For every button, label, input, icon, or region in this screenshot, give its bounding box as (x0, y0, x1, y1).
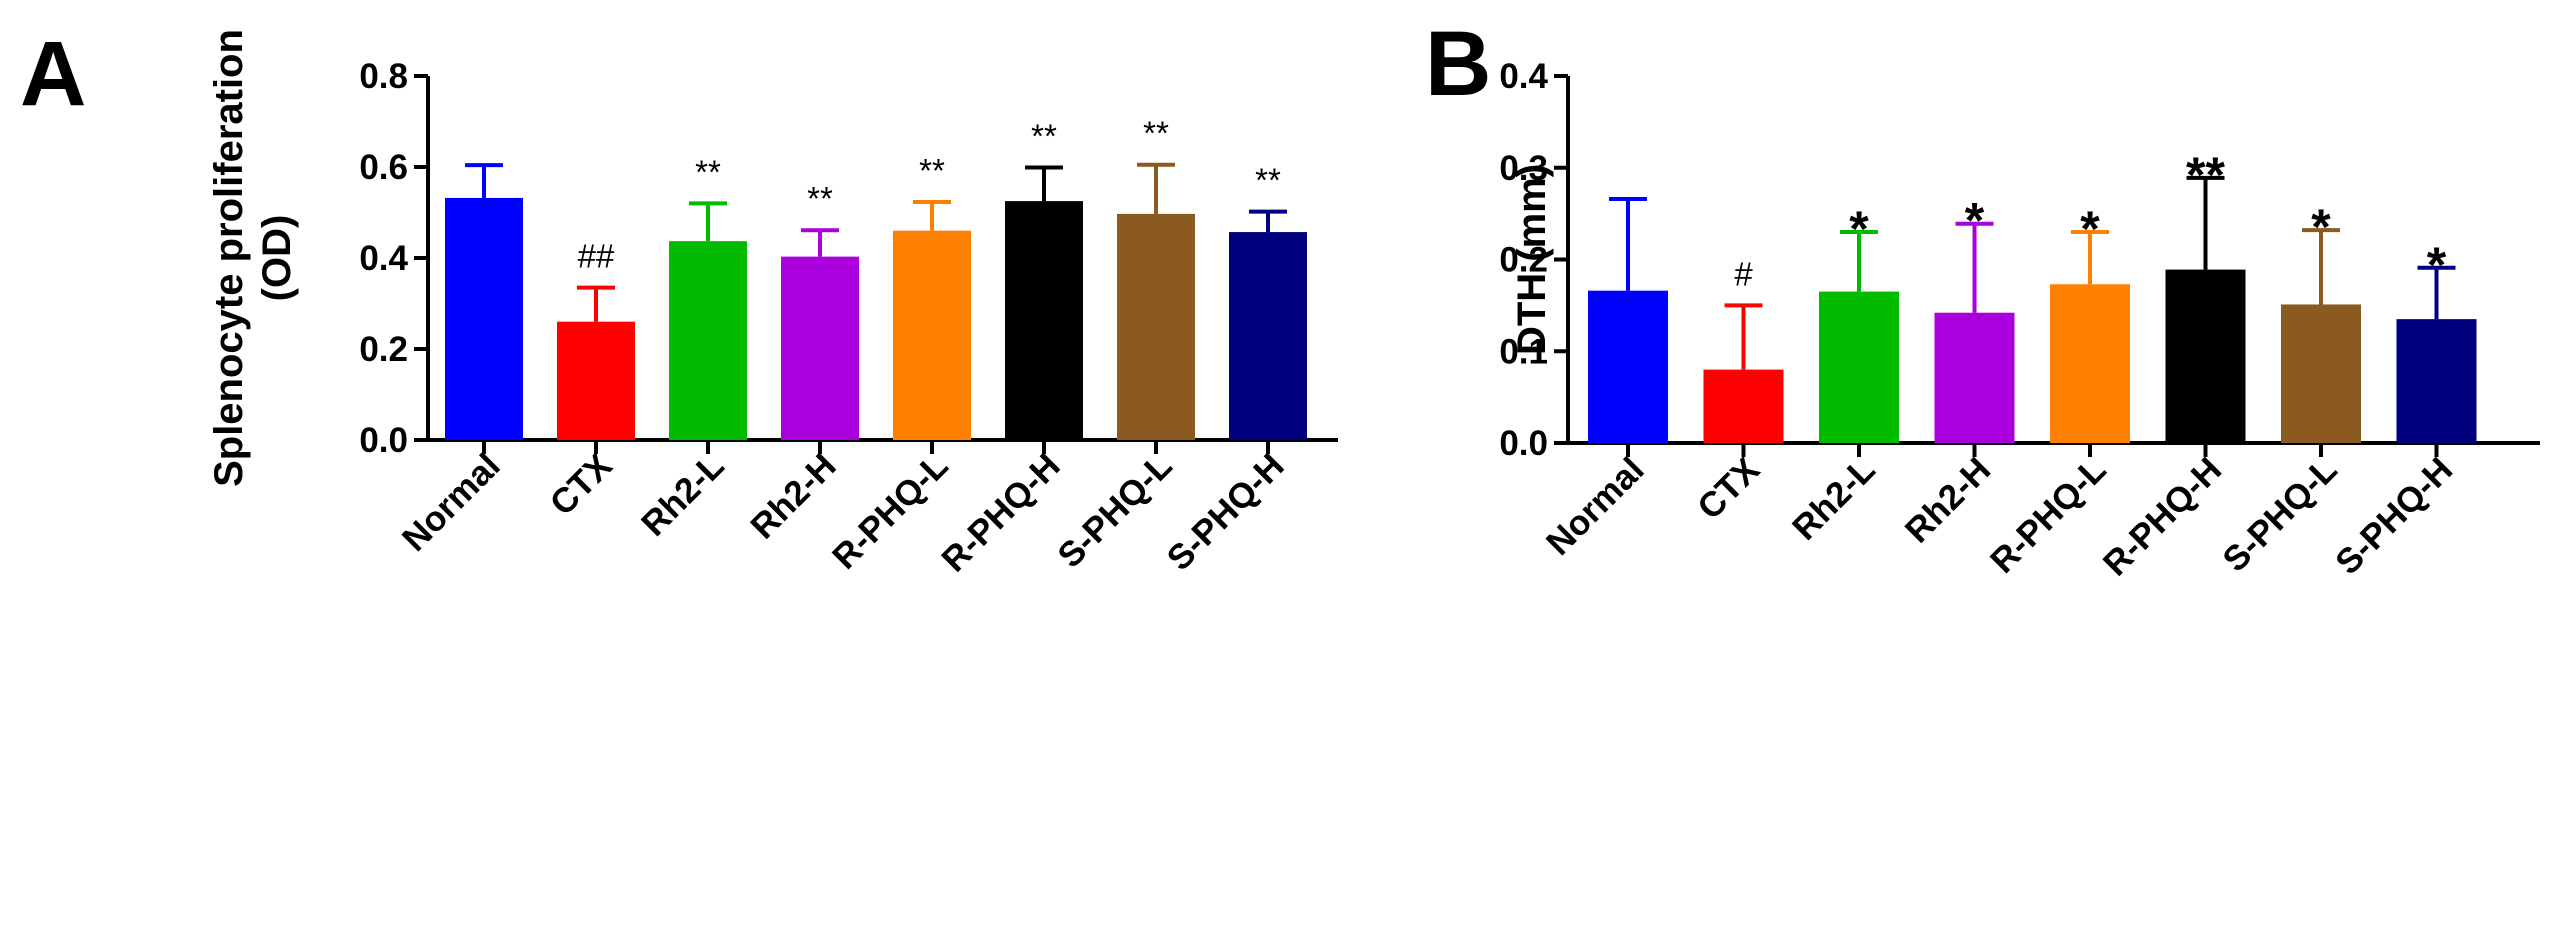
y-tick-label: 0.1 (1499, 332, 1548, 371)
significance-marker: ## (578, 238, 615, 275)
significance-marker: ** (1143, 115, 1169, 152)
x-tick-label: Rh2-L (634, 446, 732, 544)
panel-letter: B (1425, 13, 1491, 115)
y-tick-label: 0.2 (359, 330, 408, 369)
x-tick-label: Rh2-H (743, 446, 843, 546)
significance-marker: ** (695, 153, 721, 190)
panel-b: B DTH (mm) 0.0 0.1 0.2 0.3 0.4 Normal # CTX * Rh2-L… (1425, 13, 2540, 584)
y-axis-title-line: Splenocyte proliferation (207, 29, 251, 487)
bar (445, 197, 523, 440)
significance-marker: * (1849, 201, 1869, 257)
bar (1117, 213, 1195, 440)
bar (781, 256, 859, 440)
significance-marker: * (1965, 193, 1985, 249)
bar (1819, 291, 1899, 443)
bar (1703, 369, 1784, 443)
bar (1934, 312, 2015, 443)
bar (1588, 290, 1668, 443)
significance-marker: ** (807, 180, 833, 217)
x-tick-label: Rh2-L (1785, 450, 1883, 548)
x-tick-label: R-PHQ-H (2096, 450, 2229, 583)
y-tick-label: 0.4 (1499, 57, 1548, 96)
x-tick-label: S-PHQ-H (1160, 446, 1292, 578)
bar (557, 321, 635, 440)
x-tick-label: R-PHQ-H (934, 446, 1067, 579)
bar (2165, 269, 2246, 443)
y-axis-title: DTH (mm) (1510, 164, 1554, 355)
x-tick-label: S-PHQ-H (2328, 450, 2460, 582)
x-tick-label: Normal (1539, 450, 1652, 563)
bar (1005, 201, 1083, 440)
x-tick-label: R-PHQ-L (825, 446, 956, 577)
bar (1229, 232, 1307, 440)
y-tick-label: 0.0 (1499, 424, 1548, 463)
significance-marker: # (1734, 255, 1753, 292)
bar (893, 230, 971, 440)
x-tick-label: CTX (1690, 450, 1768, 528)
bar (2050, 284, 2130, 443)
y-tick-label: 0.4 (359, 239, 408, 278)
bar (2281, 304, 2361, 443)
x-tick-label: S-PHQ-L (2215, 450, 2344, 579)
y-tick-label: 0.0 (359, 421, 408, 460)
x-tick-label: S-PHQ-L (1050, 446, 1179, 575)
significance-marker: * (2427, 237, 2447, 293)
x-tick-label: Normal (395, 446, 508, 559)
bar (2396, 319, 2477, 443)
y-axis-title-line: DTH (mm) (1510, 164, 1554, 355)
significance-marker: * (2080, 201, 2100, 257)
bar (669, 241, 747, 440)
x-tick-label: R-PHQ-L (1983, 450, 2114, 581)
x-tick-label: Rh2-H (1898, 450, 1998, 550)
significance-marker: ** (2186, 147, 2225, 203)
y-tick-label: 0.6 (359, 148, 408, 187)
y-tick-label: 0.2 (1499, 241, 1548, 280)
x-tick-label: CTX (543, 446, 621, 524)
significance-marker: * (2311, 199, 2331, 255)
y-axis-title-line: (OD) (255, 215, 299, 302)
y-axis-title: Splenocyte proliferation (OD) (207, 29, 299, 487)
panel-letter: A (20, 23, 86, 125)
significance-marker: ** (919, 152, 945, 189)
y-tick-label: 0.8 (359, 57, 408, 96)
significance-marker: ** (1255, 162, 1281, 199)
y-tick-label: 0.3 (1499, 149, 1548, 188)
panel-a: A Splenocyte proliferation (OD) 0.0 0.2 0.4 0.… (20, 23, 1338, 580)
significance-marker: ** (1031, 117, 1057, 154)
